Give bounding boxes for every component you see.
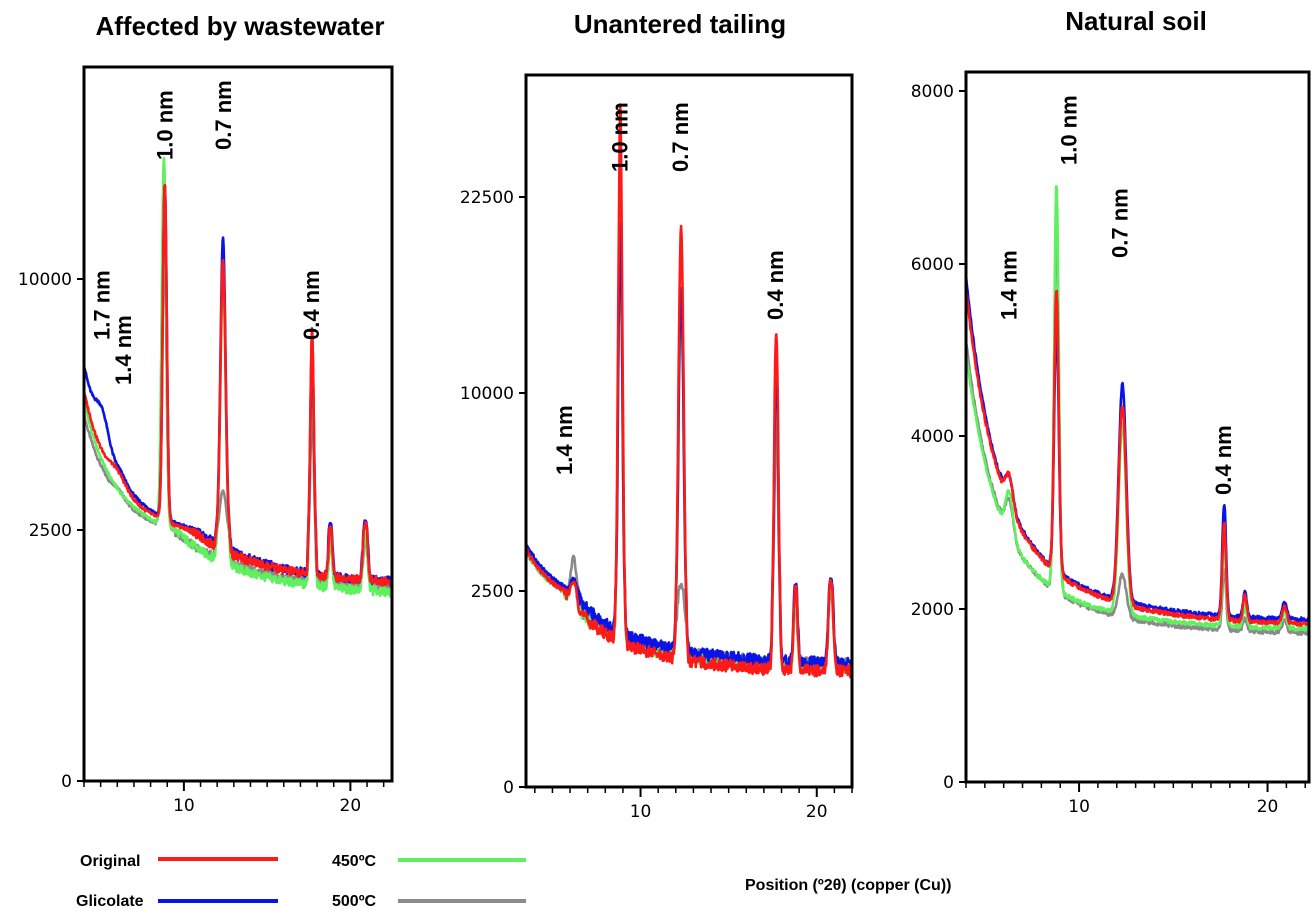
series-original-line: [524, 103, 854, 679]
y-tick-label: 2500: [471, 582, 514, 602]
peak-label: 1.0 nm: [1057, 95, 1082, 165]
peak-label: 0.4 nm: [299, 270, 324, 340]
y-tick-label: 4000: [911, 427, 954, 447]
legend-label: Glicolate: [76, 893, 144, 910]
legend-label: 450ºC: [332, 853, 377, 870]
peak-label: 0.4 nm: [763, 250, 788, 320]
y-tick-label: 0: [943, 773, 954, 793]
panel-peak-labels: 1.7 nm1.4 nm 1.0 nm 0.7 nm 0.4 nm: [89, 80, 324, 385]
y-tick-label: 6000: [911, 255, 954, 275]
x-tick-label: 20: [806, 802, 828, 822]
series-glicolate-line: [964, 274, 1310, 623]
plot-frame: [82, 65, 394, 783]
panel-peak-labels: 1.4 nm 1.0 nm 0.7 nm 0.4 nm: [552, 102, 788, 475]
y-tick-label: 0: [503, 778, 514, 798]
legend-item-glicolate: Glicolate: [76, 893, 278, 910]
x-tick-label: 20: [340, 796, 362, 816]
y-tick-label: 10000: [18, 270, 72, 290]
y-tick-label: 8000: [911, 82, 954, 102]
y-tick-label: 2500: [29, 521, 72, 541]
panel-title: Affected by wastewater: [96, 11, 385, 41]
peak-label: 0.7 nm: [668, 102, 693, 172]
panel-natural-soil: Natural soil 0 2000 4000 6000 8000 10 20 1.4 n…: [911, 6, 1311, 817]
panel-traces: [82, 157, 394, 598]
series-450c-line: [964, 185, 1311, 632]
peak-label: 0.7 nm: [211, 80, 236, 150]
peak-label: 1.4 nm: [552, 405, 577, 475]
peak-label: 0.7 nm: [1108, 188, 1133, 258]
series-original-line: [82, 183, 394, 587]
panel-axes: 0 2500 10000 22500 10 20: [460, 188, 853, 822]
legend-item-original: Original: [80, 853, 278, 870]
legend-item-500c: 500ºC: [332, 893, 526, 910]
panel-axes: 0 2500 10000 10 20: [18, 270, 385, 816]
peak-label: 1.0 nm: [153, 90, 178, 160]
legend: Original Glicolate 450ºC 500ºC: [76, 853, 526, 910]
peak-label: 1.0 nm: [607, 102, 632, 172]
panel-traces: [524, 103, 854, 679]
y-tick-label: 10000: [460, 384, 514, 404]
peak-label: 0.4 nm: [1211, 425, 1236, 495]
x-axis-title: Position (º2θ) (copper (Cu)): [745, 877, 951, 894]
peak-label: 1.4 nm: [111, 315, 136, 385]
panel-peak-labels: 1.4 nm 1.0 nm 0.7 nm 0.4 nm: [996, 95, 1236, 495]
legend-label: Original: [80, 853, 140, 870]
y-tick-label: 22500: [460, 188, 514, 208]
x-tick-label: 10: [1068, 797, 1090, 817]
panel-unantered-tailing: Unantered tailing 0 2500 10000 22500 10 20 1.…: [460, 9, 854, 822]
plot-frame: [964, 70, 1311, 784]
panel-title: Unantered tailing: [574, 9, 786, 39]
panel-traces: [964, 185, 1311, 637]
x-tick-label: 10: [173, 796, 195, 816]
legend-label: 500ºC: [332, 893, 377, 910]
panel-affected-by-wastewater: Affected by wastewater 0 2500 10000 10 20 1.…: [18, 11, 394, 816]
x-tick-label: 10: [630, 802, 652, 822]
peak-label: 1.4 nm: [996, 250, 1021, 320]
legend-item-450c: 450ºC: [332, 853, 526, 870]
series-500c-line: [82, 184, 393, 593]
plot-frame: [524, 73, 854, 789]
y-tick-label: 2000: [911, 600, 954, 620]
panel-axes: 0 2000 4000 6000 8000 10 20: [911, 82, 1306, 817]
x-tick-label: 20: [1257, 797, 1279, 817]
panel-title: Natural soil: [1065, 6, 1207, 36]
peak-label: 1.7 nm: [89, 270, 114, 340]
y-tick-label: 0: [61, 772, 72, 792]
series-original-line: [964, 288, 1311, 627]
series-450c-line: [83, 157, 394, 598]
series-glicolate-line: [82, 185, 394, 587]
